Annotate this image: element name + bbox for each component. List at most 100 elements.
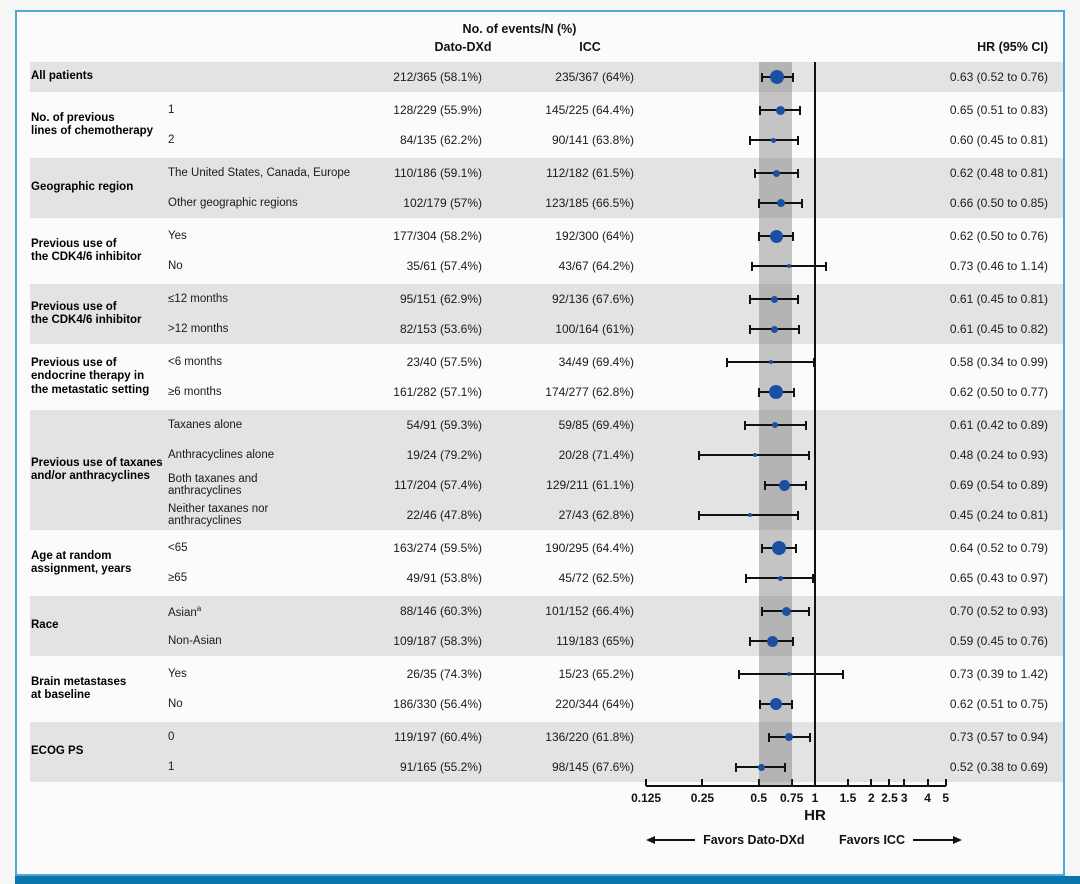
axis-tick <box>870 779 873 786</box>
hr-ci-value: 0.62 (0.48 to 0.81) <box>949 166 1048 180</box>
hr-point-marker <box>771 295 779 303</box>
ci-cap <box>759 699 762 709</box>
dato-dxd-events-value: 91/165 (55.2%) <box>399 760 482 774</box>
forest-row: No 35/61 (57.4%) 43/67 (64.2%) 0.73 (0.46 t… <box>17 251 1063 281</box>
forest-row: 1 128/229 (55.9%) 145/225 (64.4%) 0.65 (0.5… <box>17 95 1063 125</box>
forest-row: Yes 177/304 (58.2%) 192/300 (64%) 0.62 (0.5… <box>17 221 1063 251</box>
hr-axis: 0.125 0.25 0.5 0.75 1 1.5 2 2.5 3 4 5 <box>17 779 1063 845</box>
hr-point-marker <box>787 264 792 268</box>
forest-row: 2 84/135 (62.2%) 90/141 (63.8%) 0.60 (0.45 … <box>17 125 1063 155</box>
hr-point-marker <box>779 479 791 491</box>
ci-cap <box>796 294 799 304</box>
hr-point-marker <box>771 325 779 333</box>
axis-tick-label: 3 <box>900 791 908 805</box>
icc-events-value: 235/367 (64%) <box>555 70 634 84</box>
ci-cap <box>842 669 845 679</box>
icc-column-header: ICC <box>579 40 601 54</box>
dato-dxd-events-value: 102/179 (57%) <box>403 196 482 210</box>
dato-dxd-events-value: 212/365 (58.1%) <box>393 70 482 84</box>
dato-dxd-events-value: 109/187 (58.3%) <box>393 634 482 648</box>
forest-row: ≥6 months 161/282 (57.1%) 174/277 (62.8%) 0… <box>17 377 1063 407</box>
ci-cap <box>760 543 763 553</box>
icc-events-value: 129/211 (61.1%) <box>546 478 634 492</box>
axis-tick-label: 5 <box>942 791 950 805</box>
ci-cap <box>791 636 794 646</box>
forest-row: The United States, Canada, Europe 110/186… <box>17 158 1063 188</box>
axis-tick-label: 2 <box>867 791 875 805</box>
axis-tick <box>944 779 947 786</box>
icc-events-value: 145/225 (64.4%) <box>545 103 634 117</box>
subgroup-label <box>168 62 358 92</box>
ci-cap <box>808 732 811 742</box>
subgroup-label: Non-Asian <box>168 634 222 647</box>
hr-point-marker <box>771 422 778 428</box>
hr-ci-value: 0.45 (0.24 to 0.81) <box>949 508 1048 522</box>
subgroup-block: Geographic region The United States, Cana… <box>17 158 1063 218</box>
ci-cap <box>794 543 797 553</box>
axis-tick-label: 1 <box>811 791 819 805</box>
ci-cap <box>737 669 740 679</box>
axis-tick <box>903 779 906 786</box>
subgroup-label: <6 months <box>168 355 223 368</box>
dato-dxd-events-value: 186/330 (56.4%) <box>393 697 482 711</box>
ci-cap <box>726 357 729 367</box>
icc-events-value: 15/23 (65.2%) <box>558 667 634 681</box>
subgroup-block: Previous use of the CDK4/6 inhibitor Yes 17… <box>17 221 1063 281</box>
hr-reference-line <box>814 62 816 785</box>
hr-point-marker <box>771 541 786 555</box>
subgroup-label: 2 <box>168 133 175 146</box>
dato-dxd-events-value: 22/46 (47.8%) <box>406 508 482 522</box>
forest-row: Anthracyclines alone 19/24 (79.2%) 20/28 (… <box>17 440 1063 470</box>
hr-ci-value: 0.48 (0.24 to 0.93) <box>949 448 1048 462</box>
subgroup-label: Taxanes alone <box>168 418 243 431</box>
group-label: Age at random assignment, years <box>31 549 132 576</box>
ci-cap <box>791 72 794 82</box>
forest-row: 0 119/197 (60.4%) 136/220 (61.8%) 0.73 (0.5… <box>17 722 1063 752</box>
ci-cap <box>808 450 811 460</box>
subgroup-label: Both taxanes and anthracyclines <box>168 472 258 498</box>
hr-ci-value: 0.73 (0.39 to 1.42) <box>949 667 1048 681</box>
hr-point-marker <box>770 698 783 710</box>
hr-point-marker <box>758 763 766 771</box>
dato-dxd-events-value: 110/186 (59.1%) <box>394 166 482 180</box>
ci-cap <box>813 357 816 367</box>
axis-tick-label: 2.5 <box>881 791 898 805</box>
group-label: Previous use of the CDK4/6 inhibitor <box>31 237 142 264</box>
hr-point-marker <box>772 169 780 177</box>
icc-events-value: 192/300 (64%) <box>555 229 634 243</box>
ci-cap <box>743 420 746 430</box>
ci-cap <box>796 135 799 145</box>
axis-tick-label: 4 <box>924 791 931 805</box>
left-arrow-icon <box>646 836 656 844</box>
icc-events-value: 101/152 (66.4%) <box>545 604 634 618</box>
favors-dato-dxd-legend: Favors Dato-DXd <box>646 832 805 848</box>
icc-events-value: 27/43 (62.8%) <box>558 508 634 522</box>
ci-cap <box>797 324 800 334</box>
ci-cap <box>757 231 760 241</box>
ci-cap <box>698 450 701 460</box>
hr-point-marker <box>748 513 753 517</box>
axis-tick-label: 1.5 <box>839 791 857 805</box>
hr-ci-value: 0.65 (0.51 to 0.83) <box>949 103 1048 117</box>
forest-row: Non-Asian 109/187 (58.3%) 119/183 (65%) 0.5… <box>17 626 1063 656</box>
ci-cap <box>749 324 752 334</box>
subgroup-label: ≥65 <box>168 571 188 584</box>
hr-point-marker <box>787 672 792 676</box>
subgroup-label: 1 <box>168 760 175 773</box>
group-label: Previous use of endocrine therapy in the m… <box>31 356 150 396</box>
dato-dxd-events-value: 163/274 (59.5%) <box>393 541 482 555</box>
hr-ci-value: 0.61 (0.45 to 0.81) <box>949 292 1048 306</box>
favors-dato-dxd-label: Favors Dato-DXd <box>703 833 805 847</box>
forest-row: 1 91/165 (55.2%) 98/145 (67.6%) 0.52 (0.38 … <box>17 752 1063 782</box>
icc-events-value: 90/141 (63.8%) <box>551 133 634 147</box>
icc-events-value: 20/28 (71.4%) <box>558 448 634 462</box>
subgroup-label: Neither taxanes nor anthracyclines <box>168 502 269 528</box>
hr-point-marker <box>785 733 794 741</box>
right-arrow-shaft <box>913 839 953 841</box>
figure-bottom-bar <box>15 876 1080 884</box>
ci-cap <box>808 606 811 616</box>
dato-dxd-events-value: 19/24 (79.2%) <box>406 448 482 462</box>
hr-ci-value: 0.52 (0.38 to 0.69) <box>949 760 1048 774</box>
icc-events-value: 220/344 (64%) <box>555 697 634 711</box>
